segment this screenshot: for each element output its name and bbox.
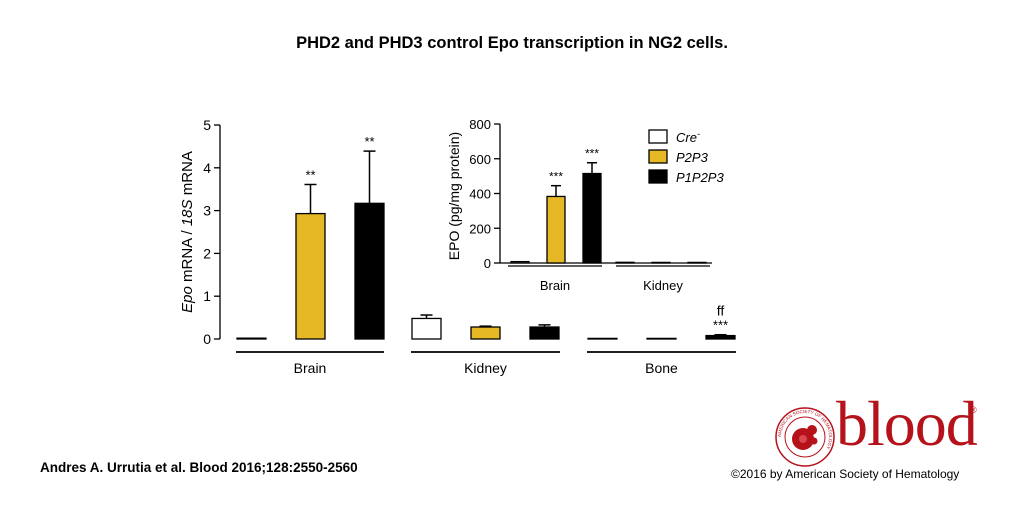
main-bar-p1p2p3-kidney xyxy=(529,326,560,340)
blood-logo: blood xyxy=(836,388,978,459)
main-significance-label: ** xyxy=(305,167,315,182)
inset-bar-p1p2p3-kidney xyxy=(687,261,707,264)
copyright-text: ©2016 by American Society of Hematology xyxy=(731,467,960,481)
main-bar-p2p3-brain xyxy=(295,212,326,340)
legend-label-p2p3: P2P3 xyxy=(676,150,709,165)
main-category-label: Kidney xyxy=(464,360,507,376)
main-y-axis-label-part: Epo xyxy=(179,286,196,313)
main-y-tick-label: 0 xyxy=(203,331,211,347)
main-significance-label: ** xyxy=(364,134,374,149)
ash-seal-icon: AMERICAN SOCIETY OF HEMATOLOGY xyxy=(775,407,835,467)
inset-significance-label: *** xyxy=(549,170,563,184)
main-significance-label: *** xyxy=(713,318,728,333)
main-category-label: Bone xyxy=(645,360,678,376)
main-y-tick-label: 1 xyxy=(203,288,211,304)
figure-title: PHD2 and PHD3 control Epo transcription … xyxy=(296,34,728,52)
main-significance-label-2: ff xyxy=(717,303,725,319)
inset-bar-p2p3-brain xyxy=(546,195,566,264)
inset-bar-p2p3-kidney xyxy=(651,261,671,264)
main-bar-p2p3-bone xyxy=(646,337,677,340)
inset-y-tick-label: 800 xyxy=(469,117,491,132)
inset-y-tick-label: 600 xyxy=(469,152,491,167)
inset-y-tick-label: 0 xyxy=(484,256,491,271)
inset-category-label: Brain xyxy=(540,278,570,293)
inset-bar-cre-brain xyxy=(510,260,530,264)
main-category-label: Brain xyxy=(294,360,327,376)
inset-significance-label: *** xyxy=(585,147,599,161)
main-bar-cre-kidney xyxy=(411,317,442,340)
main-y-tick-label: 2 xyxy=(203,245,211,261)
citation-text: Andres A. Urrutia et al. Blood 2016;128:… xyxy=(40,460,358,475)
legend-label-cre: Cre- xyxy=(676,129,700,145)
main-y-tick-label: 5 xyxy=(203,117,211,133)
inset-y-tick-label: 400 xyxy=(469,187,491,202)
inset-y-axis-label: EPO (pg/mg protein) xyxy=(446,132,462,260)
main-bar-p2p3-kidney xyxy=(470,326,501,340)
main-y-axis-label-part: 18S xyxy=(179,199,196,226)
legend-swatch-cre xyxy=(648,129,668,144)
inset-y-tick-label: 200 xyxy=(469,221,491,236)
main-y-axis-label-part: mRNA / xyxy=(179,226,196,286)
legend-label-p1p2p3: P1P2P3 xyxy=(676,170,724,185)
inset-bar-p1p2p3-brain xyxy=(582,172,602,264)
main-bar-cre-bone xyxy=(587,337,618,340)
legend-swatch-p2p3 xyxy=(648,149,668,164)
main-bar-p1p2p3-bone xyxy=(705,334,736,340)
main-bar-p1p2p3-brain xyxy=(354,202,385,340)
inset-category-label: Kidney xyxy=(643,278,683,293)
main-bar-cre-brain xyxy=(236,337,267,340)
main-y-tick-label: 4 xyxy=(203,160,211,176)
main-y-tick-label: 3 xyxy=(203,203,211,219)
inset-bar-cre-kidney xyxy=(615,261,635,264)
main-y-axis-label: Epo mRNA / 18S mRNA xyxy=(179,151,196,313)
main-y-axis-label-part: mRNA xyxy=(179,151,196,199)
legend-swatch-p1p2p3 xyxy=(648,169,668,184)
registered-mark: ® xyxy=(970,405,977,415)
